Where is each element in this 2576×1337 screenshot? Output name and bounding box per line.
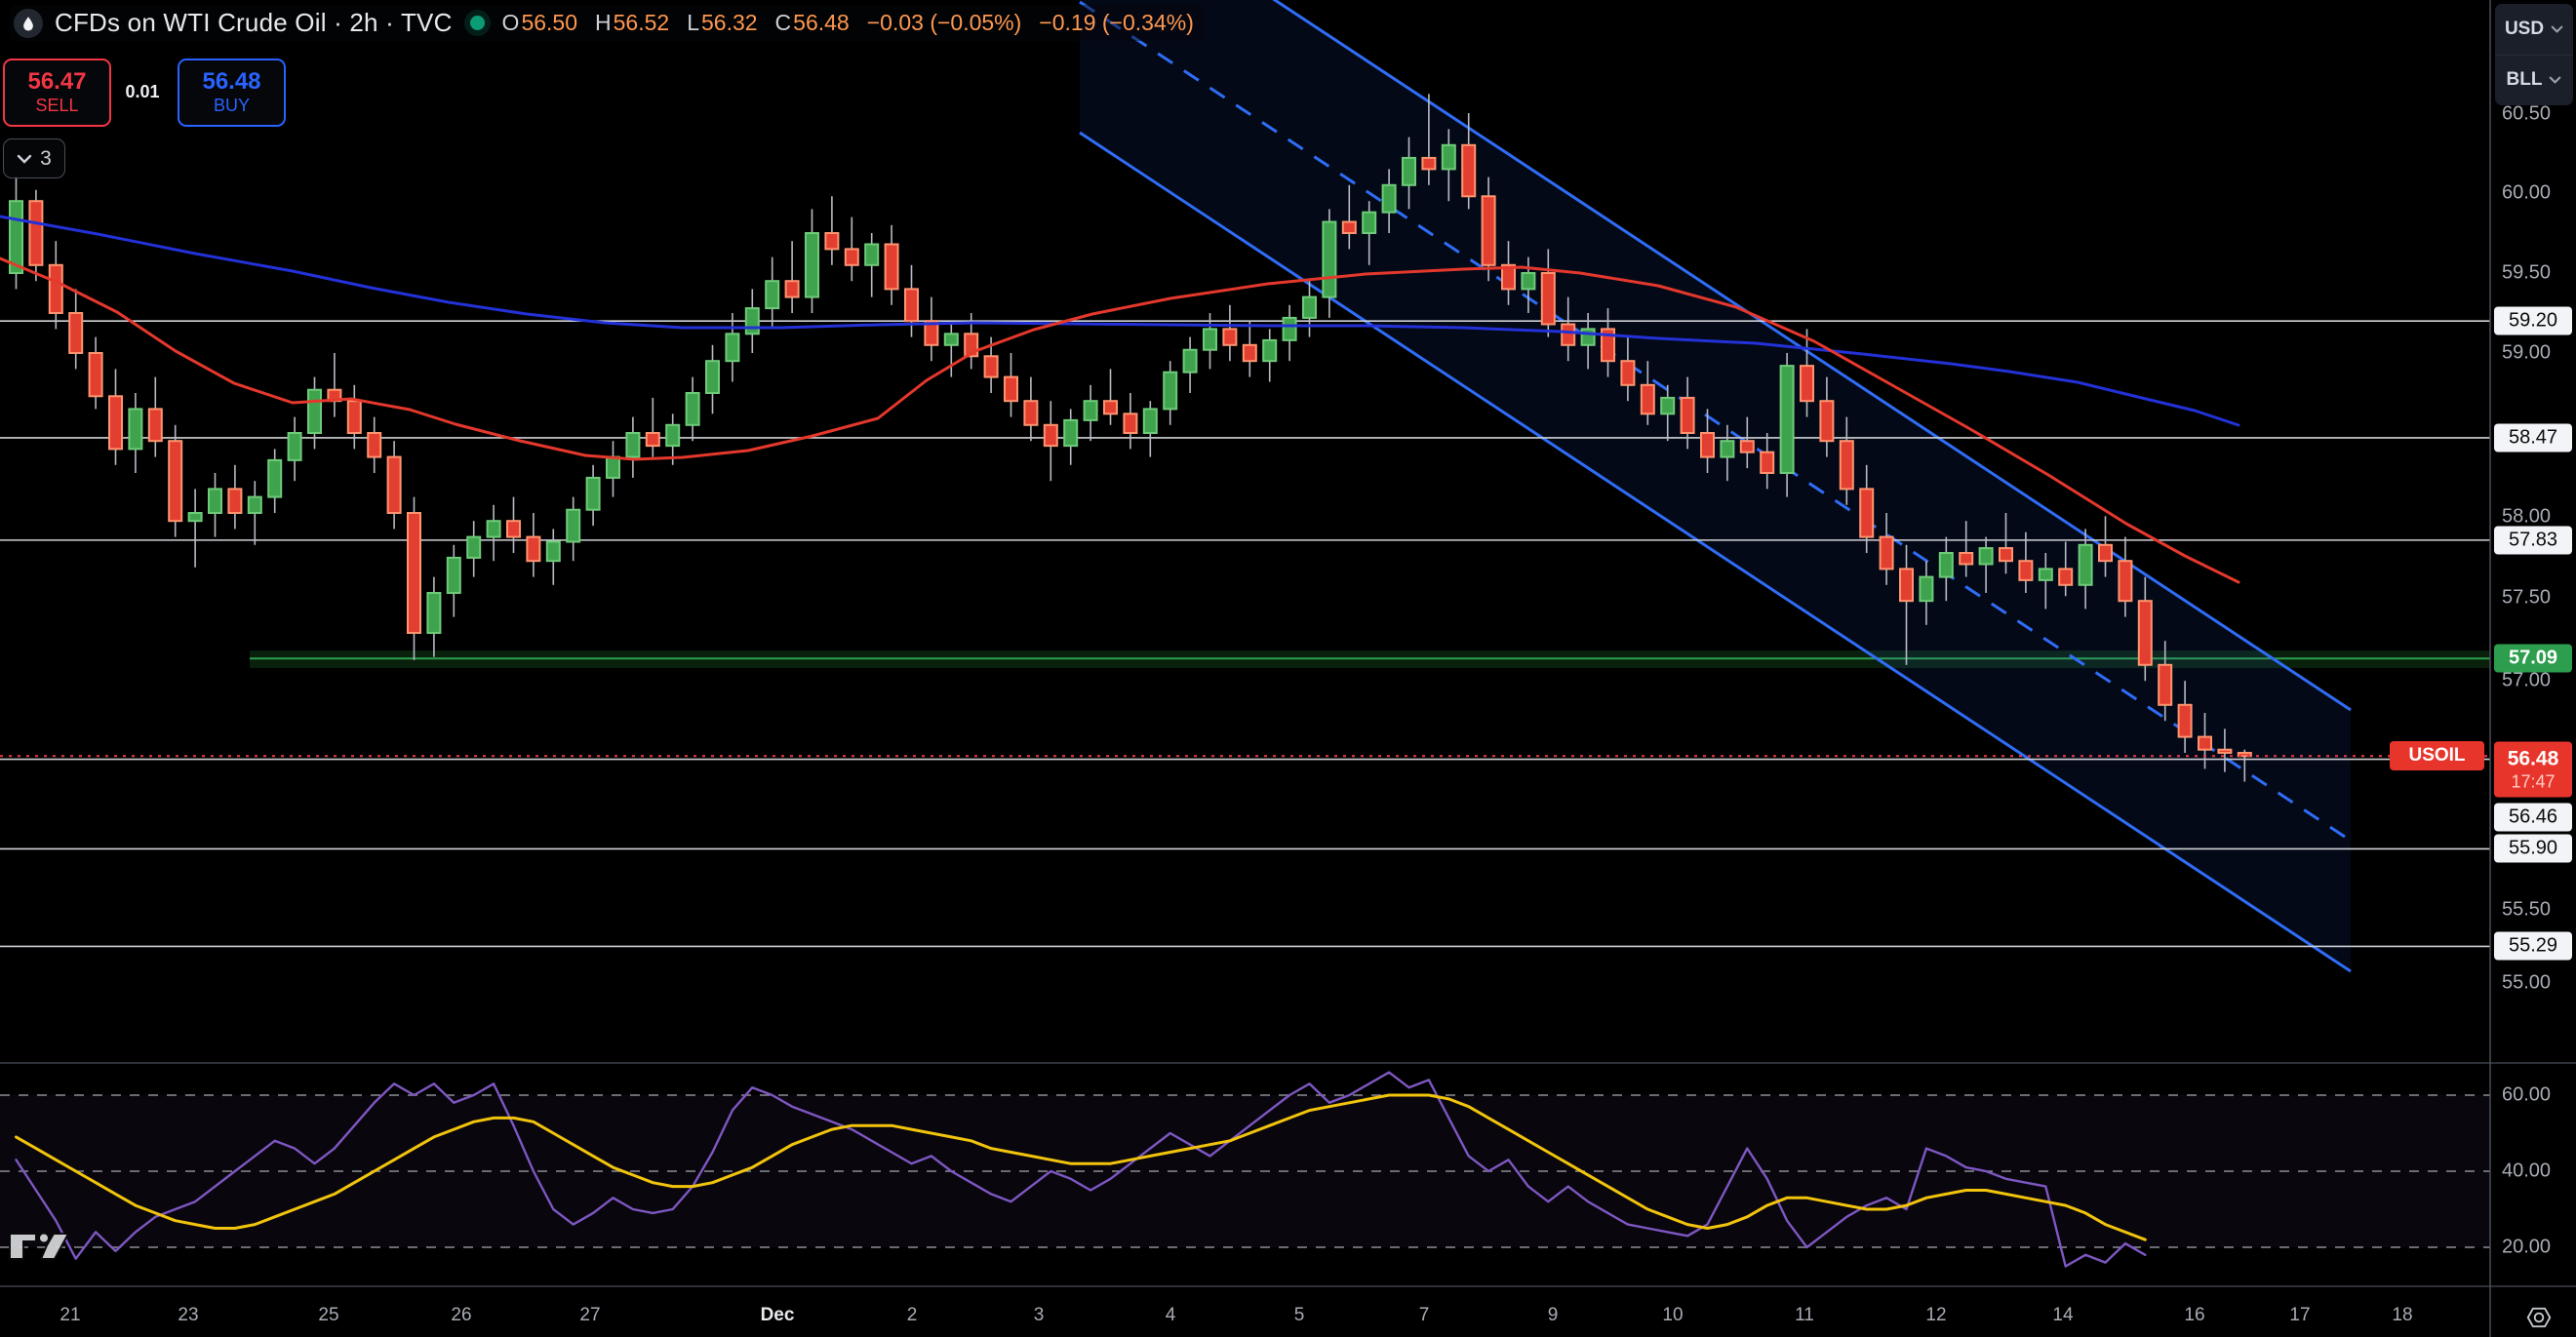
ohlc-values: O56.50 H56.52 L56.32 C56.48 −0.03 (−0.05…: [501, 10, 1194, 35]
symbol-title[interactable]: CFDs on WTI Crude Oil · 2h · TVC: [55, 8, 453, 37]
market-status-icon[interactable]: [469, 16, 485, 30]
price-tick-label: 57.50: [2502, 586, 2552, 609]
time-tick-label: 11: [1795, 1305, 1814, 1325]
time-tick-label: 14: [2052, 1305, 2074, 1325]
time-axis[interactable]: 21 23 25 26 27 Dec 2 3 4 5 7 9 10 11 12 14 16 17 18: [0, 1287, 2576, 1337]
object-count: 3: [40, 146, 52, 170]
symbol-legend[interactable]: CFDs on WTI Crude Oil · 2h · TVC O56.50 …: [10, 5, 1204, 41]
chevron-down-icon: [17, 154, 32, 164]
price-tick-label: 59.00: [2502, 341, 2552, 364]
sell-price: 56.47: [27, 68, 87, 96]
axis-settings-gear-icon[interactable]: [2522, 1301, 2556, 1334]
time-tick-label: 4: [1165, 1305, 1176, 1325]
time-tick-label: Dec: [760, 1305, 795, 1325]
time-tick-label: 18: [2392, 1305, 2413, 1325]
time-tick-label: 9: [1547, 1305, 1559, 1325]
chevron-down-icon: [2551, 25, 2563, 33]
time-tick-label: 23: [178, 1305, 199, 1325]
unit-value: BLL: [2506, 69, 2543, 91]
time-tick-label: 25: [318, 1305, 339, 1325]
price-level-label[interactable]: 59.20: [2494, 306, 2572, 335]
sell-button[interactable]: 56.47 SELL: [3, 59, 111, 127]
price-level-label[interactable]: 55.29: [2494, 931, 2572, 961]
price-level-label[interactable]: 56.46: [2494, 803, 2572, 832]
price-tick-label: 57.00: [2502, 669, 2552, 691]
axis-unit-selector: USD BLL: [2495, 4, 2573, 105]
time-tick-label: 10: [1662, 1305, 1684, 1325]
currency-selector[interactable]: USD: [2495, 4, 2573, 55]
price-tick-label: 58.00: [2502, 505, 2552, 528]
price-tick-label: 55.00: [2502, 971, 2552, 994]
price-level-label[interactable]: 55.90: [2494, 834, 2572, 863]
object-tree-collapse-chip[interactable]: 3: [3, 138, 65, 178]
oil-drop-icon: [14, 8, 43, 38]
last-price-value: 56.48: [2507, 747, 2559, 770]
price-tick-label: 40.00: [2502, 1160, 2552, 1182]
time-tick-label: 12: [1925, 1305, 1947, 1325]
time-tick-label: 7: [1418, 1305, 1430, 1325]
buy-label: BUY: [213, 96, 250, 116]
last-price-label: 56.48 17:47: [2494, 741, 2572, 798]
buy-button[interactable]: 56.48 BUY: [178, 59, 286, 127]
change-absolute: −0.03 (−0.05%): [866, 10, 1022, 35]
time-tick-label: 2: [906, 1305, 918, 1325]
last-price-time: 17:47: [2511, 771, 2556, 792]
price-level-label[interactable]: 58.47: [2494, 423, 2572, 452]
time-tick-label: 5: [1293, 1305, 1305, 1325]
currency-value: USD: [2504, 18, 2545, 39]
buy-price: 56.48: [202, 68, 261, 96]
spread-value: 0.01: [125, 82, 160, 101]
time-tick-label: 17: [2289, 1305, 2311, 1325]
change-session: −0.19 (−0.34%): [1039, 10, 1194, 35]
price-tick-label: 20.00: [2502, 1236, 2552, 1258]
price-level-label[interactable]: 57.83: [2494, 526, 2572, 555]
time-tick-label: 27: [579, 1305, 601, 1325]
time-tick-label: 3: [1033, 1305, 1045, 1325]
price-tick-label: 60.00: [2502, 1083, 2552, 1106]
price-tick-label: 60.00: [2502, 181, 2552, 204]
sell-label: SELL: [35, 96, 79, 116]
time-tick-label: 16: [2184, 1305, 2205, 1325]
unit-selector[interactable]: BLL: [2495, 54, 2573, 106]
price-tick-label: 55.50: [2502, 898, 2552, 921]
price-tick-label: 59.50: [2502, 261, 2552, 284]
chevron-down-icon: [2550, 76, 2561, 85]
time-tick-label: 21: [59, 1305, 81, 1325]
symbol-price-tag: USOIL: [2390, 741, 2484, 771]
green-band-price-label[interactable]: 57.09: [2494, 644, 2572, 673]
price-tick-label: 60.50: [2502, 102, 2552, 125]
time-tick-label: 26: [451, 1305, 472, 1325]
tradingview-logo[interactable]: [8, 1227, 70, 1269]
